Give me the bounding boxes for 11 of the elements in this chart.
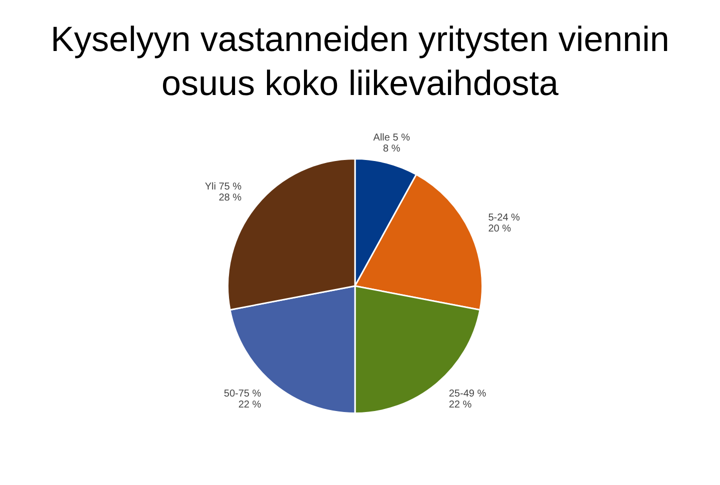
slice-label: 25-49 % [448,388,486,400]
data-label: 22 % [448,400,472,411]
slice-label: 50-75 % [224,388,262,400]
slice-label: Alle 5 % [373,132,410,144]
data-label: 8 % [383,144,400,155]
data-label: 20 % [488,224,512,235]
slice-label: 5-24 % [488,212,520,224]
chart-title: Kyselyyn vastanneiden yritysten viennin osuus koko liikevaihdosta [50,19,670,105]
data-label: 28 % [218,192,242,204]
slice-label: Yli 75 % [204,181,242,192]
data-label: 22 % [238,400,262,411]
